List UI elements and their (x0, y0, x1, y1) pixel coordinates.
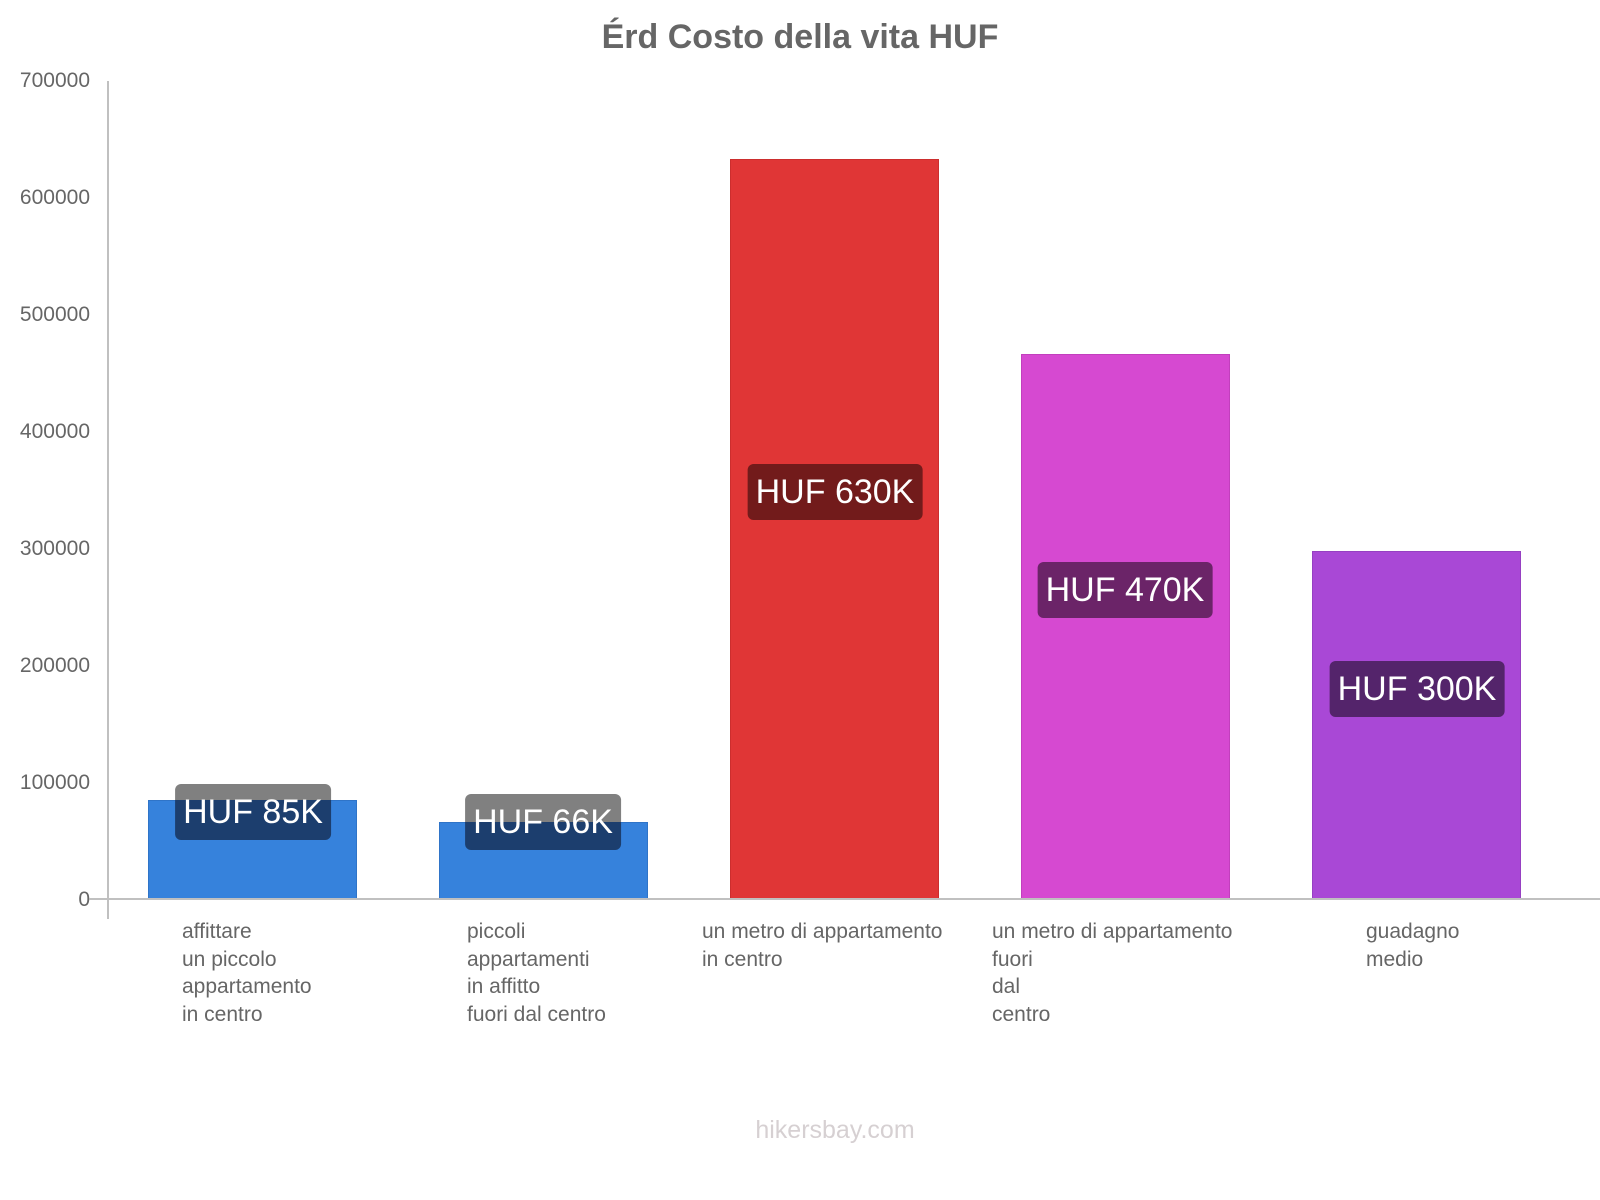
watermark: hikersbay.com (755, 1116, 915, 1144)
x-axis (89, 898, 1600, 900)
y-tick-label: 0 (78, 888, 90, 911)
bar-sqm-center[interactable] (730, 159, 939, 899)
data-label: HUF 85K (175, 784, 331, 840)
y-axis (107, 81, 109, 919)
y-tick-label: 500000 (19, 303, 90, 326)
y-tick-label: 200000 (19, 654, 90, 677)
chart-title: Érd Costo della vita HUF (601, 18, 999, 56)
y-tick-label: 300000 (19, 537, 90, 560)
bar-sqm-outside[interactable] (1021, 354, 1230, 899)
y-tick-label: 600000 (19, 186, 90, 209)
x-category-label: un metro di appartamento fuori dal centr… (992, 920, 1233, 1026)
x-category-label: guadagno medio (1366, 920, 1460, 971)
x-category-label: un metro di appartamento in centro (702, 920, 943, 971)
data-label: HUF 300K (1329, 661, 1505, 717)
data-label: HUF 66K (465, 794, 621, 850)
data-label: HUF 630K (747, 464, 923, 520)
y-tick-label: 400000 (19, 420, 90, 443)
data-label: HUF 470K (1037, 562, 1213, 618)
y-tick-label: 700000 (19, 69, 90, 92)
y-tick-label: 100000 (19, 771, 90, 794)
x-category-label: affittare un piccolo appartamento in cen… (182, 920, 312, 1026)
x-category-label: piccoli appartamenti in affitto fuori da… (467, 920, 606, 1026)
bar-average-salary[interactable] (1312, 551, 1521, 899)
